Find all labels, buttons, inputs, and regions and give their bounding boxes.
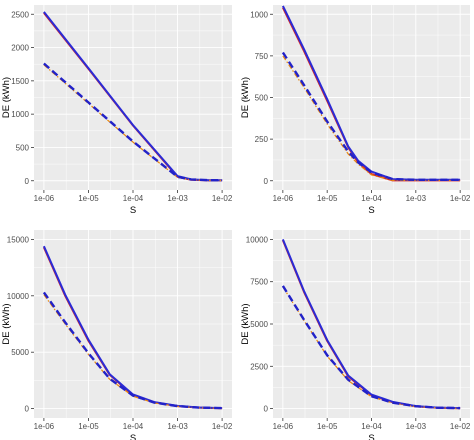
y-tick-label: 0 [264, 405, 269, 414]
x-tick-label: 1e-06 [273, 194, 294, 203]
y-tick-label: 750 [255, 52, 269, 61]
y-axis-title: DE (kWh) [240, 303, 251, 344]
y-tick-label: 1500 [11, 77, 29, 86]
chart-panel-3: 1e-06 1e-05 1e-04 1e-03 1e-02 0 5000 10000 15000… [1, 230, 233, 440]
x-axis-title: S [130, 433, 136, 440]
y-tick-label: 2000 [11, 44, 29, 53]
y-tick-label: 10000 [7, 292, 30, 301]
x-tick-label: 1e-06 [34, 422, 55, 431]
y-tick-label: 1000 [250, 10, 268, 19]
series-line-dashed-4 [281, 285, 461, 410]
y-tick-label: 0 [25, 177, 30, 186]
x-tick-label: 1e-03 [167, 194, 188, 203]
series-line-dashed-4 [43, 62, 223, 182]
y-axis-title: DE (kWh) [240, 77, 251, 118]
series-line-dashed-4 [281, 51, 461, 182]
x-tick-label: 1e-02 [450, 422, 471, 431]
x-tick-label: 1e-03 [406, 194, 427, 203]
y-tick-label: 0 [25, 405, 30, 414]
x-axis-title: S [368, 433, 374, 440]
series-line-dashed-4 [42, 291, 223, 410]
y-axis-title: DE (kWh) [1, 77, 12, 118]
x-tick-label: 1e-06 [273, 422, 294, 431]
x-axis-title: S [368, 205, 374, 216]
x-tick-label: 1e-02 [450, 194, 471, 203]
y-tick-label: 10000 [246, 235, 269, 244]
x-axis-title: S [130, 205, 136, 216]
x-tick-label: 1e-04 [123, 422, 144, 431]
x-tick-label: 1e-05 [78, 194, 99, 203]
chart-panel-1: 1e-06 1e-05 1e-04 1e-03 1e-02 0 500 1000 1500 200… [1, 5, 233, 216]
chart-panel-2: 1e-06 1e-05 1e-04 1e-03 1e-02 0 250 500 750 1000 S… [240, 5, 471, 216]
y-tick-label: 2500 [250, 362, 268, 371]
x-tick-label: 1e-02 [212, 194, 233, 203]
y-tick-label: 15000 [7, 235, 30, 244]
x-tick-label: 1e-04 [361, 422, 382, 431]
chart-panel-4: 1e-06 1e-05 1e-04 1e-03 1e-02 0 2500 5000 7500 10… [240, 230, 471, 440]
y-tick-label: 5000 [11, 348, 29, 357]
x-tick-label: 1e-02 [212, 422, 233, 431]
y-tick-label: 5000 [250, 320, 268, 329]
y-tick-label: 500 [16, 143, 30, 152]
x-tick-label: 1e-05 [78, 422, 99, 431]
x-tick-label: 1e-06 [34, 194, 55, 203]
x-tick-label: 1e-03 [406, 422, 427, 431]
x-tick-label: 1e-05 [317, 422, 338, 431]
y-tick-label: 0 [264, 177, 269, 186]
y-tick-label: 250 [255, 135, 269, 144]
x-tick-label: 1e-05 [317, 194, 338, 203]
x-tick-label: 1e-03 [167, 422, 188, 431]
y-tick-label: 2500 [11, 10, 29, 19]
series-line-solid-2 [43, 11, 223, 182]
y-tick-label: 1000 [11, 110, 29, 119]
y-axis-title: DE (kWh) [1, 303, 12, 344]
x-tick-label: 1e-04 [123, 194, 144, 203]
x-tick-label: 1e-04 [361, 194, 382, 203]
y-tick-label: 7500 [250, 278, 268, 287]
y-tick-label: 500 [255, 94, 269, 103]
